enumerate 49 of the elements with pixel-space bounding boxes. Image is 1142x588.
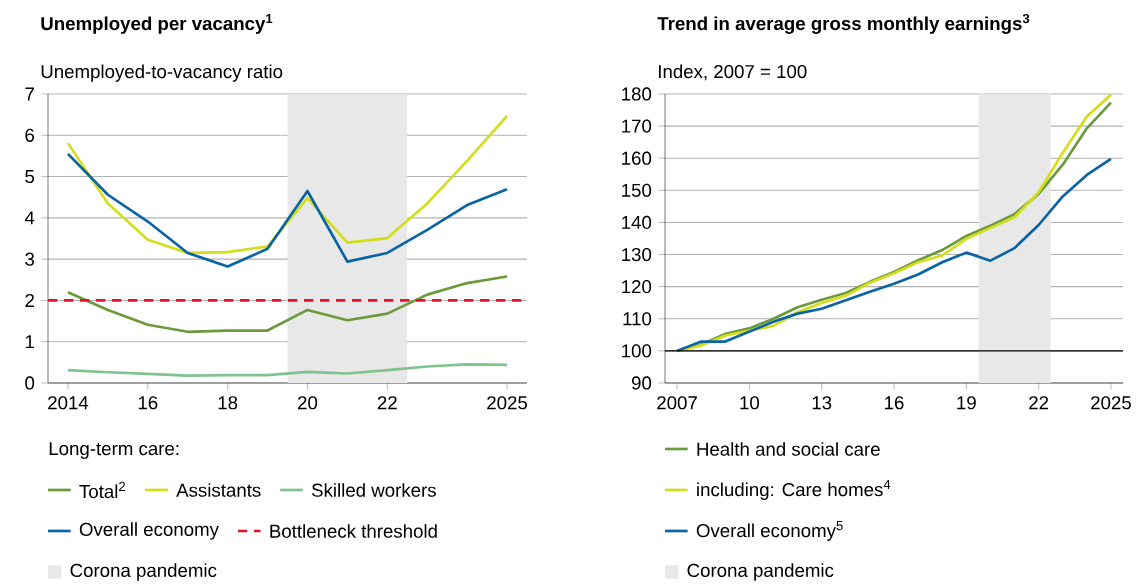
y-tick-label: 2 (25, 293, 34, 307)
x-tick-label: 16 (885, 396, 904, 410)
chart-title: Trend in average gross monthly earnings$^{3}$ (657, 13, 1030, 34)
y-tick-label: 4 (24, 211, 35, 225)
legend-label: including: Care homes$^{4}$ (697, 480, 891, 500)
legend-label: Assistants (176, 483, 261, 497)
line-series (66, 363, 509, 377)
legend-label: Corona pandemic (687, 563, 834, 581)
legend-label: Overall economy (79, 522, 219, 540)
x-tick-label: 20 (298, 396, 318, 410)
line-series (66, 152, 509, 268)
y-tick-label: 140 (622, 215, 652, 230)
x-tick-label: 19 (957, 396, 976, 410)
legend-title: Long-term care: (49, 442, 179, 459)
y-tick-label: 160 (622, 151, 652, 165)
y-tick-label: 7 (25, 87, 34, 101)
x-tick-label: 2025 (487, 396, 528, 410)
chart-title: Unemployed per vacancy$^{1}$ (41, 14, 273, 34)
y-tick-label: 110 (623, 312, 652, 326)
y-axis-title: Unemployed-to-vacancy ratio (41, 64, 283, 82)
y-tick-label: 1 (25, 335, 34, 349)
x-tick-label: 18 (218, 396, 238, 410)
y-tick-label: 130 (622, 247, 652, 262)
x-tick-label: 2025 (1091, 396, 1131, 410)
y-tick-label: 3 (25, 252, 35, 266)
y-tick-label: 150 (622, 183, 652, 197)
legend-label: Health and social care (697, 442, 880, 456)
legend-label: Total$^{2}$ (79, 481, 125, 499)
legend-label: Bottleneck threshold (270, 524, 437, 538)
y-tick-label: 90 (631, 376, 652, 390)
y-tick-label: 100 (622, 344, 652, 358)
y-tick-label: 6 (25, 128, 35, 142)
x-tick-label: 2007 (657, 396, 697, 410)
y-tick-label: 180 (622, 87, 652, 101)
x-tick-label: 2014 (48, 396, 89, 410)
y-tick-label: 0 (25, 376, 35, 390)
x-tick-label: 16 (138, 396, 158, 410)
legend-label: Overall economy$^{5}$ (696, 521, 843, 541)
x-tick-label: 22 (377, 396, 397, 410)
y-axis-title: Index, 2007 = 100 (658, 64, 807, 81)
legend-label: Skilled workers (311, 483, 436, 497)
y-tick-label: 120 (622, 280, 652, 294)
line-series (66, 275, 509, 334)
legend-label: Corona pandemic (70, 563, 217, 581)
y-tick-label: 5 (25, 170, 35, 184)
x-tick-label: 22 (1029, 396, 1049, 410)
y-tick-label: 170 (622, 119, 652, 133)
x-tick-label: 10 (740, 396, 760, 410)
x-tick-label: 13 (812, 396, 832, 410)
